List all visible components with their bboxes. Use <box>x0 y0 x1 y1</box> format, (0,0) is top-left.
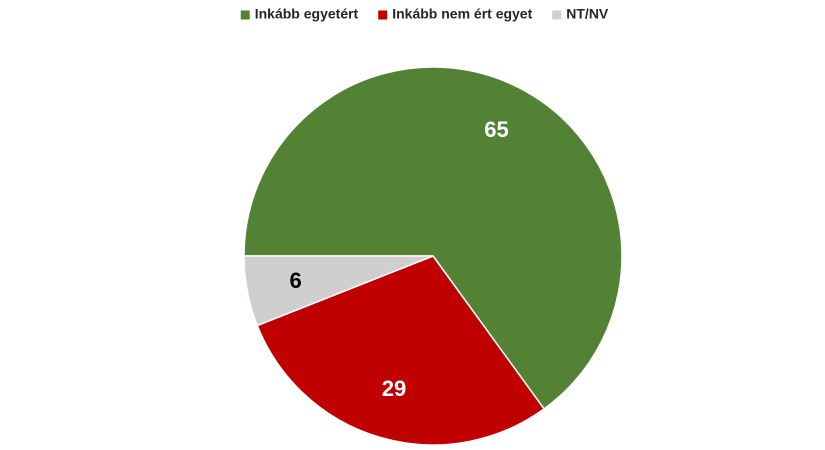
pie-slice <box>243 255 434 327</box>
legend-swatch <box>552 10 562 20</box>
legend-swatch <box>378 10 388 20</box>
legend-text: NT/NV <box>566 6 609 22</box>
pie-slice <box>256 255 546 446</box>
value-label: 6 <box>289 268 301 293</box>
value-label: 29 <box>382 376 406 401</box>
value-label: 65 <box>484 117 508 142</box>
pie-slice <box>243 66 623 410</box>
legend-text: Inkább egyetért <box>255 6 359 22</box>
legend-swatch <box>240 10 250 20</box>
legend-text: Inkább nem ért egyet <box>392 6 532 22</box>
